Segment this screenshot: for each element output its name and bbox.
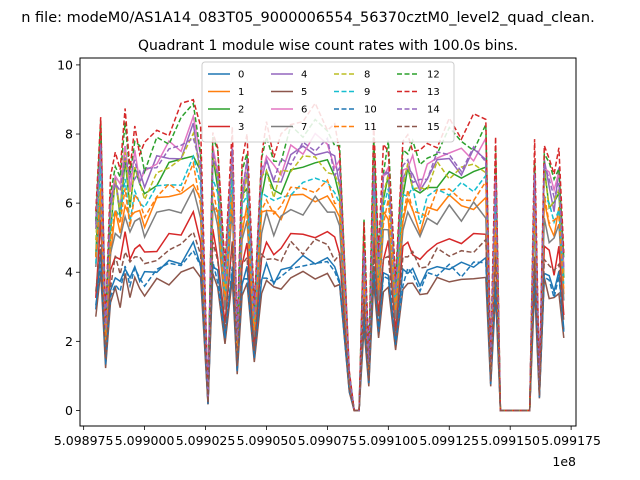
- series-line-15: [95, 230, 565, 412]
- y-tick-label: 2: [65, 334, 73, 349]
- legend-box: [201, 61, 455, 143]
- legend-label-0: 0: [238, 70, 244, 81]
- legend-label-2: 2: [238, 105, 244, 116]
- legend-label-5: 5: [301, 87, 307, 98]
- plot-frame: [79, 57, 577, 427]
- legend-label-4: 4: [301, 70, 307, 81]
- legend-label-9: 9: [364, 87, 370, 98]
- legend-label-10: 10: [364, 105, 377, 116]
- legend-label-3: 3: [238, 122, 244, 133]
- series-line-14: [95, 136, 565, 412]
- x-tick-label: 5.099150: [480, 433, 540, 448]
- y-tick-label: 6: [65, 196, 73, 211]
- figure-suptitle: n file: modeM0/AS1A14_083T05_9000006554_…: [21, 10, 595, 26]
- x-tick-label: 5.099025: [176, 433, 236, 448]
- x-tick-label: 5.099175: [541, 433, 601, 448]
- legend-label-12: 12: [427, 70, 440, 81]
- legend-label-6: 6: [301, 105, 307, 116]
- plot-lines: [95, 98, 565, 412]
- chart-title: Quadrant 1 module wise count rates with …: [138, 38, 518, 54]
- x-tick-label: 5.099075: [298, 433, 358, 448]
- x-tick-label: 5.099000: [115, 433, 175, 448]
- x-offset-label: 1e8: [552, 454, 576, 469]
- x-tick-label: 5.099125: [419, 433, 479, 448]
- series-line-13: [95, 98, 565, 412]
- y-tick-label: 10: [57, 57, 73, 72]
- y-tick-label: 8: [65, 127, 73, 142]
- x-axis-ticks: 5.098975 5.099000 5.099025 5.099050 5.099075…: [54, 426, 601, 448]
- y-tick-label: 0: [65, 403, 73, 418]
- legend-label-8: 8: [364, 70, 370, 81]
- x-tick-label: 5.098975: [54, 433, 114, 448]
- y-tick-label: 4: [65, 265, 73, 280]
- legend-label-1: 1: [238, 87, 244, 98]
- legend-label-7: 7: [301, 122, 307, 133]
- x-tick-label: 5.099050: [237, 433, 297, 448]
- legend-label-13: 13: [427, 87, 440, 98]
- legend-label-15: 15: [427, 122, 440, 133]
- y-axis-ticks: 0 2 4 6 8 10: [57, 57, 80, 418]
- x-tick-label: 5.099100: [358, 433, 418, 448]
- legend-label-14: 14: [427, 105, 440, 116]
- legend-label-11: 11: [364, 122, 377, 133]
